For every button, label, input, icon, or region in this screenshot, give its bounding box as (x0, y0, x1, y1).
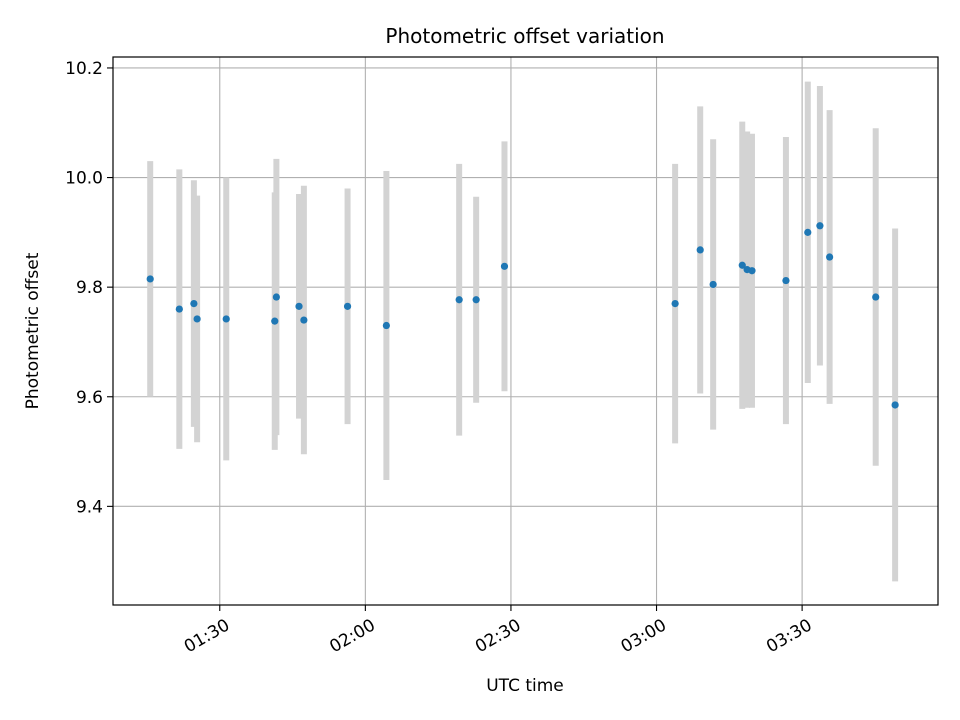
y-tick-label: 10.0 (65, 169, 103, 189)
data-point (295, 302, 303, 310)
grid-layer (113, 57, 938, 605)
y-tick-label: 10.2 (65, 59, 103, 79)
y-axis-title: Photometric offset (23, 252, 43, 409)
chart-title: Photometric offset variation (385, 24, 664, 48)
data-point (455, 296, 463, 304)
data-point (272, 293, 280, 301)
data-point (500, 262, 509, 270)
x-tick-label: 02:30 (472, 615, 524, 657)
data-point (804, 228, 812, 236)
data-point (271, 317, 279, 325)
data-point (222, 315, 230, 323)
data-point (782, 276, 790, 285)
data-point (190, 300, 198, 308)
data-point (343, 302, 352, 310)
plot-frame (112, 56, 939, 606)
x-tick-label: 01:30 (181, 615, 233, 657)
point-layer (146, 222, 899, 409)
data-point (696, 246, 704, 254)
data-point (709, 280, 717, 289)
data-point (872, 293, 880, 301)
data-point (671, 300, 679, 308)
y-tick-label: 9.6 (76, 388, 103, 408)
x-axis-title: UTC time (486, 676, 564, 696)
data-point (816, 222, 824, 230)
data-point (738, 261, 746, 269)
x-tick-label: 03:30 (763, 615, 815, 657)
data-point (748, 267, 756, 275)
data-point (826, 253, 834, 261)
y-tick-label: 9.4 (76, 497, 103, 517)
data-point (193, 315, 201, 323)
data-point (146, 275, 154, 283)
data-point (891, 401, 899, 409)
data-point (175, 305, 183, 313)
data-point (300, 316, 308, 324)
x-tick-label: 02:00 (326, 615, 378, 657)
x-tick-label: 03:00 (618, 615, 670, 657)
data-point (472, 296, 480, 304)
data-point (382, 321, 390, 330)
y-tick-label: 9.8 (76, 278, 103, 298)
